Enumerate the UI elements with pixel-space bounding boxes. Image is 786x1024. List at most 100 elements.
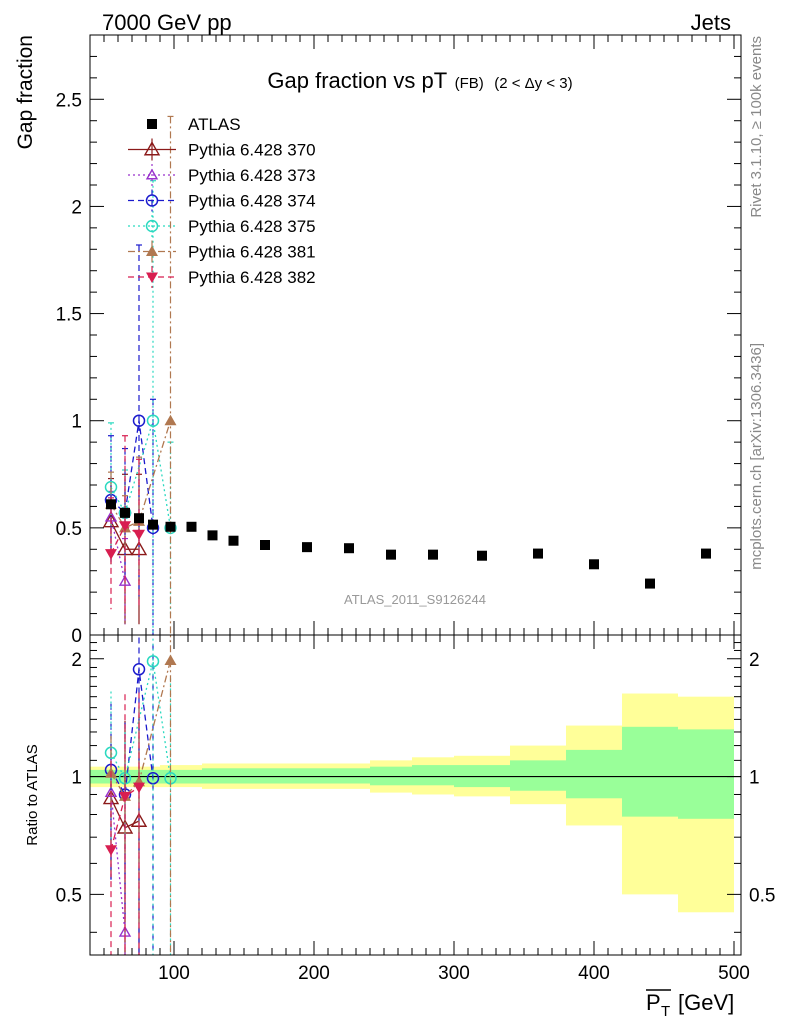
data-point [134, 513, 144, 524]
series-line [110, 420, 154, 528]
ratio-point [119, 791, 131, 803]
chart-title-range: (2 < Δy < 3) [494, 75, 572, 92]
y-tick-label: 0 [71, 626, 82, 647]
ratio-band-inner [622, 726, 678, 817]
ratio-band-inner [286, 768, 328, 784]
ratio-point [133, 782, 145, 794]
top-ylabel: Gap fraction [14, 35, 37, 149]
y-tick-label: 0.5 [56, 519, 82, 540]
ratio-y-tick-label-right: 0.5 [749, 885, 775, 906]
side-label-lower: mcplots.cern.ch [arXiv:1306.3436] [748, 343, 765, 570]
y-tick-label: 2 [71, 197, 82, 218]
ratio-band-inner [202, 768, 223, 784]
ratio-y-tick-label-right: 1 [749, 768, 760, 789]
data-point [589, 559, 599, 570]
legend-label: Pythia 6.428 375 [188, 217, 316, 236]
data-point [120, 507, 130, 518]
legend-label: Pythia 6.428 382 [188, 268, 316, 287]
legend-label: Pythia 6.428 374 [188, 192, 316, 211]
series-line [110, 420, 172, 529]
legend-entry: Pythia 6.428 375 [128, 215, 316, 237]
ratio-band-inner [328, 768, 370, 784]
legend-label: Pythia 6.428 370 [188, 141, 316, 160]
series-point [133, 529, 145, 541]
x-tick-label: 300 [438, 963, 470, 984]
x-axis-label: P T [GeV] [646, 989, 734, 1020]
y-tick-label: 1.5 [56, 305, 82, 326]
series-3 [104, 244, 160, 635]
ratio-y-tick-label-right: 2 [749, 650, 760, 671]
data-point [165, 521, 176, 532]
legend-entry: Pythia 6.428 370 [128, 138, 316, 161]
data-point [302, 542, 312, 553]
ratio-point [146, 655, 160, 668]
ratio-band-inner [510, 760, 566, 791]
x-tick-label: 200 [298, 963, 330, 984]
legend: ATLAS Pythia 6.428 370 Pythia 6.428 373 Pyt… [128, 115, 316, 288]
ratio-band-inner [223, 768, 244, 784]
series-point [132, 414, 146, 427]
ratio-frame [89, 634, 742, 956]
header-left: 7000 GeV pp [102, 10, 232, 35]
y-tick-label: 2.5 [56, 90, 82, 111]
ratio-band-inner [244, 768, 286, 784]
x-tick-label: 500 [718, 963, 750, 984]
x-tick-label: 400 [578, 963, 610, 984]
legend-marker [143, 141, 161, 156]
side-label-upper: Rivet 3.1.10, ≥ 100k events [748, 36, 765, 218]
data-point [207, 530, 218, 541]
x-axis-label-p: P [646, 990, 661, 1015]
ratio-series-6 [105, 692, 145, 955]
y-tick-label: 1 [71, 412, 82, 433]
x-axis-label-t: T [661, 1003, 670, 1020]
legend-entry: Pythia 6.428 382 [128, 266, 316, 288]
top-panel: 0 0.5 1 1.5 2 2.5 Gap fraction vs pT (FB) (2 … [14, 34, 742, 647]
series-line [110, 517, 126, 582]
x-axis-label-unit: [GeV] [678, 990, 734, 1015]
series-6 [105, 435, 145, 616]
legend-entry: ATLAS [147, 115, 241, 134]
legend-label: Pythia 6.428 381 [188, 243, 316, 262]
data-point [428, 549, 438, 560]
series-point [118, 575, 132, 586]
ratio-series-line [110, 669, 154, 797]
ratio-bands [90, 693, 734, 913]
legend-marker [145, 219, 159, 233]
data-point [228, 535, 239, 546]
data-point [477, 550, 487, 561]
chart-title-sub: (FB) [455, 75, 484, 92]
ratio-point [132, 663, 146, 676]
legend-marker [147, 119, 157, 129]
legend-marker [145, 194, 159, 207]
series-point [146, 414, 160, 427]
data-point [260, 540, 270, 550]
legend-entry: Pythia 6.428 381 [128, 240, 316, 263]
ratio-band-inner [412, 765, 454, 786]
ratio-series-line [110, 660, 172, 798]
data-point [148, 519, 158, 530]
chart-title-main: Gap fraction vs pT [267, 68, 447, 93]
ratio-series-line [110, 792, 126, 933]
ratio-panel: 0.5 0.5 1 1 2 2 100 200 300 400 500 Ratio to ATLAS [24, 634, 775, 984]
series-4 [104, 180, 177, 635]
legend-entry: Pythia 6.428 374 [128, 189, 316, 212]
chart-title: Gap fraction vs pT (FB) (2 < Δy < 3) [267, 68, 572, 93]
header-right: Jets [691, 10, 731, 35]
ratio-y-tick-label: 1 [71, 768, 82, 789]
legend-marker [146, 245, 158, 256]
series-5 [105, 115, 177, 635]
data-point [106, 499, 116, 510]
ratio-point [105, 845, 117, 856]
ratio-y-tick-label: 2 [71, 650, 82, 671]
series-point [119, 521, 131, 532]
data-point [186, 521, 197, 532]
data-series [106, 499, 711, 589]
legend-label: ATLAS [188, 115, 241, 134]
legend-label: Pythia 6.428 373 [188, 166, 316, 185]
legend-entry: Pythia 6.428 373 [128, 164, 316, 186]
ratio-ylabel: Ratio to ATLAS [24, 744, 41, 845]
data-point [701, 548, 711, 559]
legend-marker [145, 168, 159, 180]
series-point [105, 549, 117, 560]
